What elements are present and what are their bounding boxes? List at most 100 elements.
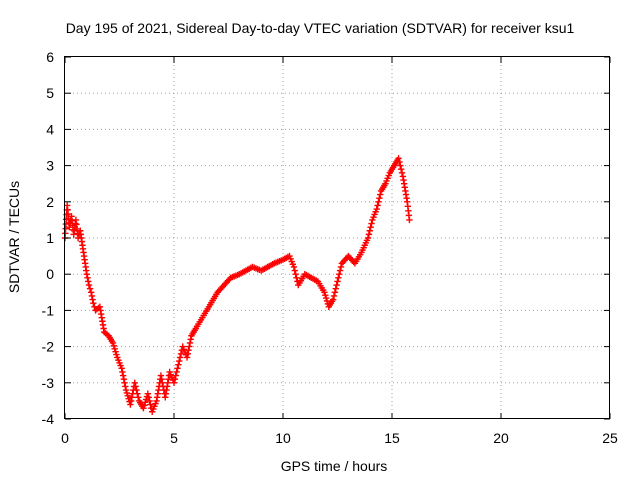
data-point xyxy=(83,271,90,278)
data-point xyxy=(186,343,193,350)
data-point xyxy=(142,399,149,406)
x-tick-label: 20 xyxy=(493,430,509,446)
data-point xyxy=(109,339,117,347)
data-point xyxy=(175,361,182,368)
data-point xyxy=(185,347,192,354)
y-tick-label: 4 xyxy=(46,121,54,137)
data-point xyxy=(335,274,342,282)
data-point xyxy=(176,357,183,365)
data-point xyxy=(121,379,128,386)
data-point xyxy=(331,289,339,296)
data-point xyxy=(367,223,374,231)
data-point xyxy=(84,274,91,282)
data-point xyxy=(375,198,382,205)
data-point xyxy=(291,267,298,274)
y-tick-label: -3 xyxy=(42,375,55,391)
data-point xyxy=(147,401,154,408)
y-tick-label: 0 xyxy=(46,266,54,282)
data-point xyxy=(85,278,92,285)
y-tick-label: 3 xyxy=(46,158,54,174)
data-point xyxy=(88,292,96,300)
grid-lines xyxy=(65,57,610,419)
data-point xyxy=(336,267,344,274)
data-point xyxy=(140,404,147,412)
y-tick-label: 6 xyxy=(46,49,54,65)
x-tick-label: 25 xyxy=(602,430,618,446)
data-point xyxy=(85,281,93,289)
data-point xyxy=(119,372,127,379)
data-point xyxy=(173,368,180,376)
data-point xyxy=(186,339,194,347)
x-tick-label: 5 xyxy=(170,430,178,446)
data-point xyxy=(332,285,339,292)
data-point xyxy=(397,166,405,173)
data-point xyxy=(118,365,125,372)
data-point xyxy=(395,155,402,162)
y-tick-label: 5 xyxy=(46,85,54,101)
data-point xyxy=(184,350,192,358)
y-tick-label: -1 xyxy=(42,302,55,318)
data-point xyxy=(293,274,300,282)
data-point xyxy=(172,372,179,379)
data-series-sdtvar xyxy=(61,155,413,415)
data-point xyxy=(406,216,413,224)
data-point xyxy=(322,294,330,302)
data-point xyxy=(337,263,345,271)
data-point xyxy=(119,368,126,376)
y-tick-label: 1 xyxy=(46,230,54,246)
data-point xyxy=(170,379,178,386)
data-point xyxy=(135,394,142,401)
data-point xyxy=(112,348,119,355)
data-point xyxy=(176,354,184,361)
x-axis-label: GPS time / hours xyxy=(281,458,388,474)
data-point xyxy=(90,299,97,307)
data-point xyxy=(397,162,404,169)
data-point xyxy=(292,271,299,278)
data-point xyxy=(122,383,129,390)
data-point xyxy=(120,375,128,383)
data-point xyxy=(157,372,165,379)
data-point xyxy=(123,389,131,397)
data-point xyxy=(110,342,118,350)
axis-ticks: 0 5 10 15 20 25 -4 -3 -2 -1 0 1 2 3 4 5 6 xyxy=(42,49,618,446)
data-point xyxy=(127,397,135,405)
data-point xyxy=(146,397,153,405)
data-point xyxy=(89,296,96,303)
plot-frame xyxy=(64,56,610,419)
data-point xyxy=(373,205,380,213)
data-point xyxy=(145,394,152,401)
x-tick-label: 15 xyxy=(384,430,400,446)
x-tick-label: 0 xyxy=(61,430,69,446)
data-point xyxy=(183,354,191,361)
data-point xyxy=(174,365,181,372)
data-point xyxy=(376,194,383,202)
data-point xyxy=(122,386,130,394)
data-point xyxy=(133,386,140,394)
data-point xyxy=(398,169,406,177)
data-point xyxy=(141,402,148,409)
x-tick-label: 10 xyxy=(275,430,291,446)
data-point xyxy=(134,390,141,397)
data-point xyxy=(329,296,337,303)
data-point xyxy=(321,289,328,296)
data-point xyxy=(158,375,165,383)
y-tick-label: -4 xyxy=(42,411,55,427)
data-point xyxy=(128,394,136,401)
y-tick-label: -2 xyxy=(42,339,55,355)
data-point xyxy=(111,345,118,352)
data-point xyxy=(322,291,329,299)
data-point xyxy=(171,375,179,383)
data-point xyxy=(334,278,341,285)
data-point xyxy=(66,223,73,231)
data-point xyxy=(124,392,131,400)
data-point xyxy=(144,390,152,397)
data-point xyxy=(336,271,343,278)
data-point xyxy=(368,220,375,227)
data-point xyxy=(187,336,194,343)
chart-title: Day 195 of 2021, Sidereal Day-to-day VTE… xyxy=(66,20,575,36)
data-point xyxy=(113,351,120,358)
data-point xyxy=(127,401,134,408)
data-point xyxy=(396,158,403,166)
data-point xyxy=(131,379,138,386)
